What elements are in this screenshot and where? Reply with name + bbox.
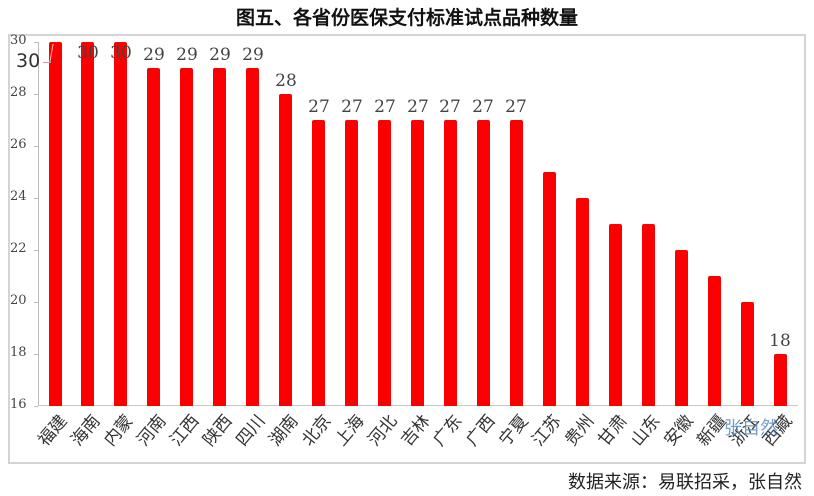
bar-宁夏 <box>510 120 523 406</box>
data-label: 27 <box>505 97 527 117</box>
bar-河南 <box>147 68 160 406</box>
y-tick-label: 24 <box>10 189 27 204</box>
y-tick-label: 20 <box>10 293 27 308</box>
data-label: 27 <box>341 97 363 117</box>
y-axis <box>38 42 39 406</box>
bar-内蒙 <box>114 42 127 406</box>
y-tick-mark <box>34 250 38 251</box>
y-tick-mark <box>34 198 38 199</box>
data-label: 29 <box>143 45 165 65</box>
bar-北京 <box>312 120 325 406</box>
data-label: 29 <box>242 45 264 65</box>
bar-广东 <box>444 120 457 406</box>
bar-江西 <box>180 68 193 406</box>
y-tick-label: 16 <box>10 397 27 412</box>
bar-江苏 <box>543 172 556 406</box>
bar-安徽 <box>675 250 688 406</box>
bar-浙江 <box>741 302 754 406</box>
y-tick-mark <box>34 42 38 43</box>
bar-甘肃 <box>609 224 622 406</box>
bar-吉林 <box>411 120 424 406</box>
chart-frame <box>8 34 806 464</box>
bar-四川 <box>246 68 259 406</box>
watermark: 张自然 <box>724 418 778 439</box>
data-label: 18 <box>769 331 791 351</box>
y-tick-mark <box>34 406 38 407</box>
chart-title: 图五、各省份医保支付标准试点品种数量 <box>235 7 578 29</box>
bar-上海 <box>345 120 358 406</box>
data-label: 27 <box>407 97 429 117</box>
bar-海南 <box>81 42 94 406</box>
bar-陕西 <box>213 68 226 406</box>
bar-山东 <box>642 224 655 406</box>
y-tick-label: 22 <box>10 241 27 256</box>
bar-福建 <box>49 42 62 406</box>
bar-西藏 <box>774 354 787 406</box>
bar-贵州 <box>576 198 589 406</box>
data-label: 27 <box>472 97 494 117</box>
data-label: 27 <box>308 97 330 117</box>
bar-河北 <box>378 120 391 406</box>
data-label: 27 <box>439 97 461 117</box>
data-label: 29 <box>209 45 231 65</box>
y-tick-label: 26 <box>10 137 27 152</box>
y-tick-label: 18 <box>10 345 27 360</box>
label-leader-line <box>43 62 51 63</box>
y-tick-label: 28 <box>10 85 27 100</box>
y-tick-mark <box>34 302 38 303</box>
data-label: 30 <box>77 43 99 63</box>
data-label: 27 <box>374 97 396 117</box>
y-tick-mark <box>34 354 38 355</box>
bar-湖南 <box>279 94 292 406</box>
y-tick-mark <box>34 146 38 147</box>
source-note: 数据来源：易联招采，张自然 <box>568 472 802 493</box>
overlap-data-label: 30 <box>16 50 41 72</box>
y-tick-label: 30 <box>10 33 27 48</box>
bar-新疆 <box>708 276 721 406</box>
bar-广西 <box>477 120 490 406</box>
data-label: 28 <box>275 71 297 91</box>
y-tick-mark <box>34 94 38 95</box>
data-label: 30 <box>110 43 132 63</box>
data-label: 29 <box>176 45 198 65</box>
